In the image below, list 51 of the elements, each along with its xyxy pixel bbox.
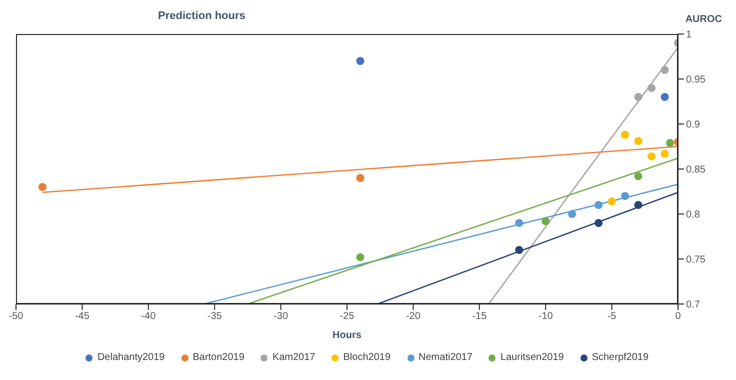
point bbox=[648, 152, 656, 160]
point bbox=[634, 201, 642, 209]
chart-title: Prediction hours bbox=[158, 10, 246, 22]
y-tick-label: 1 bbox=[686, 30, 692, 41]
point bbox=[634, 93, 642, 101]
point bbox=[515, 246, 524, 254]
y-tick-label: 0.9 bbox=[686, 120, 700, 131]
x-tick-label: -25 bbox=[340, 311, 355, 322]
legend-label: Lauritsen2019 bbox=[499, 352, 564, 363]
point bbox=[515, 219, 524, 227]
point bbox=[621, 192, 630, 200]
point bbox=[594, 201, 603, 209]
point bbox=[594, 219, 603, 227]
y-tick-label: 0.75 bbox=[686, 254, 706, 266]
x-tick-label: -40 bbox=[141, 311, 156, 322]
point bbox=[634, 172, 642, 180]
point bbox=[660, 66, 669, 74]
point bbox=[634, 137, 642, 146]
legend-label: Scherpf2019 bbox=[590, 352, 649, 363]
point bbox=[356, 57, 364, 65]
point bbox=[568, 210, 576, 218]
point bbox=[356, 253, 364, 262]
legend-label: Kam2017 bbox=[271, 352, 316, 363]
y-tick-label: 0.85 bbox=[686, 164, 706, 176]
legend-label: Delahanty2019 bbox=[96, 352, 165, 363]
x-tick-label: -20 bbox=[406, 311, 421, 322]
y-tick-label: 0.7 bbox=[686, 300, 700, 311]
point bbox=[542, 217, 550, 226]
legend-label: Nemati2017 bbox=[418, 352, 472, 363]
legend-label: Barton2019 bbox=[192, 352, 244, 363]
point bbox=[38, 183, 46, 191]
x-tick-label: 0 bbox=[675, 311, 682, 322]
point bbox=[648, 84, 656, 92]
x-tick-label: -10 bbox=[538, 311, 554, 322]
y-axis-title: AUROC bbox=[685, 14, 722, 25]
x-tick-label: -5 bbox=[607, 311, 617, 322]
legend-label: Bloch2019 bbox=[342, 352, 391, 363]
x-tick-label: -45 bbox=[74, 311, 90, 322]
point bbox=[608, 197, 616, 206]
y-tick-label: 0.8 bbox=[686, 210, 700, 221]
x-axis-title: Hours bbox=[332, 330, 362, 341]
point bbox=[666, 138, 674, 147]
point bbox=[660, 93, 669, 101]
point bbox=[660, 150, 669, 158]
x-tick-label: -35 bbox=[207, 311, 222, 322]
point bbox=[356, 174, 364, 182]
x-tick-label: -15 bbox=[472, 311, 488, 322]
x-tick-label: -50 bbox=[8, 311, 24, 322]
x-tick-label: -30 bbox=[274, 311, 288, 322]
y-tick-label: 0.95 bbox=[686, 74, 706, 86]
point bbox=[621, 130, 630, 139]
